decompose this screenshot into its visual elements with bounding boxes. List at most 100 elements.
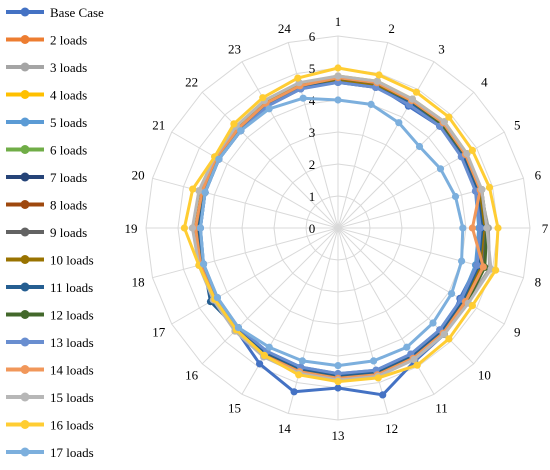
series-point (483, 224, 491, 232)
radial-tick-label: 3 (309, 125, 316, 140)
legend-label: Base Case (50, 5, 104, 20)
legend-item: 16 loads (6, 418, 94, 433)
series-point (298, 357, 306, 365)
legend-item: 13 loads (6, 335, 94, 350)
radial-tick-label: 6 (309, 29, 316, 44)
series-point (459, 224, 467, 232)
category-label: 11 (435, 400, 448, 415)
series-point (334, 96, 342, 104)
category-label: 14 (278, 421, 292, 436)
legend-item: 11 loads (6, 280, 93, 295)
radial-tick-label: 5 (309, 61, 316, 76)
series-group (196, 94, 467, 370)
series-point (259, 94, 267, 102)
series-point (230, 120, 238, 128)
series-point (195, 187, 203, 195)
category-label: 10 (478, 367, 491, 382)
series-point (294, 74, 302, 82)
legend-swatch-marker (20, 282, 30, 292)
legend-swatch-marker (20, 337, 30, 347)
grid-spoke (287, 227, 339, 414)
legend-swatch-marker (20, 447, 30, 457)
radial-tick-labels: 0 1 2 3 4 5 6 (309, 29, 316, 236)
series-point (199, 260, 208, 268)
series-point (440, 330, 448, 338)
category-label: 24 (278, 21, 292, 36)
series-point (451, 192, 460, 201)
legend-item: 14 loads (6, 363, 94, 378)
series-point (213, 294, 221, 302)
category-label: 23 (228, 42, 241, 57)
series-point (468, 302, 476, 310)
series-point (478, 185, 486, 194)
series-point (473, 261, 481, 269)
category-label: 7 (542, 221, 549, 236)
series-point (265, 343, 273, 351)
series-point (468, 224, 476, 232)
series-point (256, 360, 264, 368)
series-point (463, 150, 471, 158)
grid-spoke (201, 91, 339, 229)
radial-tick-label: 0 (309, 221, 316, 236)
category-label: 1 (335, 14, 342, 29)
series-point (334, 384, 342, 392)
grid-spoke (171, 131, 339, 229)
category-label: 8 (535, 275, 542, 290)
legend-label: 3 loads (50, 60, 87, 75)
category-label: 22 (185, 75, 198, 90)
grid-spoke (201, 227, 339, 365)
legend-item: 17 loads (6, 445, 94, 460)
legend-item: 12 loads (6, 308, 94, 323)
legend-label: 12 loads (50, 308, 94, 323)
series-point (445, 113, 453, 121)
series-point (237, 127, 245, 135)
legend: Base Case 2 loads 3 loads 4 loads 5 loads 6 l… (6, 5, 104, 460)
category-label: 12 (385, 421, 398, 436)
legend-swatch-marker (20, 255, 30, 264)
series-point (476, 224, 484, 232)
legend-swatch-marker (20, 392, 30, 402)
series-point (429, 319, 437, 327)
category-label: 18 (132, 275, 145, 290)
series-point (370, 357, 378, 365)
grid-spoke (241, 61, 339, 229)
legend-item: 3 loads (6, 60, 87, 75)
legend-label: 17 loads (50, 445, 94, 460)
legend-swatch-marker (20, 145, 30, 154)
category-label: 2 (388, 21, 395, 36)
series-point (468, 146, 476, 154)
series-point (403, 343, 411, 351)
series-point (265, 105, 273, 113)
category-label: 4 (481, 75, 488, 90)
grid-spoke (337, 91, 475, 229)
series-point (334, 362, 342, 370)
legend-swatch-marker (20, 227, 30, 237)
category-label: 17 (152, 325, 166, 340)
series-point (260, 351, 268, 360)
legend-label: 14 loads (50, 363, 94, 378)
legend-label: 11 loads (50, 280, 93, 295)
series-point (395, 119, 403, 127)
category-label: 16 (185, 367, 199, 382)
legend-swatch-marker (20, 35, 30, 44)
legend-swatch-marker (20, 200, 30, 209)
series-point (436, 165, 445, 173)
legend-label: 10 loads (50, 253, 94, 268)
category-label: 19 (125, 221, 138, 236)
series-point (448, 290, 456, 298)
grid-spoke (337, 227, 505, 325)
grid-spoke (287, 42, 339, 229)
legend-item: 8 loads (6, 198, 87, 213)
legend-label: 5 loads (50, 115, 87, 130)
series-point (188, 224, 196, 232)
legend-label: 15 loads (50, 390, 94, 405)
category-label: 21 (152, 118, 165, 133)
series-layer (180, 64, 502, 399)
legend-item: 4 loads (6, 88, 87, 103)
series-point (408, 95, 416, 103)
series-point (445, 335, 453, 343)
series-point (379, 391, 387, 399)
legend-item: 2 loads (6, 33, 87, 48)
series-point (458, 257, 466, 265)
